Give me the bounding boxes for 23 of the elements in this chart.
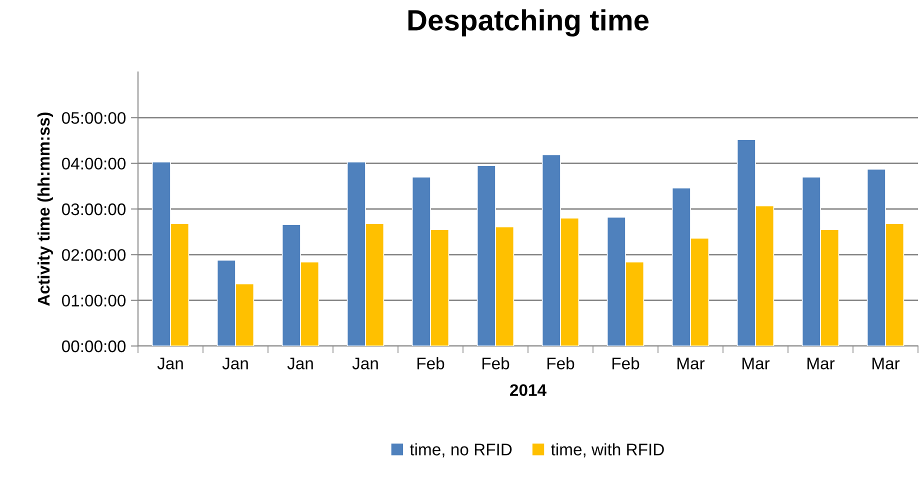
y-tick-label: 05:00:00 xyxy=(62,112,126,124)
x-tick-label: Jan xyxy=(222,358,248,370)
x-tick-label: Feb xyxy=(612,357,640,370)
x-tick-label: Mar xyxy=(678,358,705,370)
x-tick-label: Mar xyxy=(872,358,900,370)
x-tick-label: Mar xyxy=(742,358,770,370)
x-tick-label: Jan xyxy=(287,358,313,370)
x-tick-label: Mar xyxy=(808,358,835,370)
x-tick-label: Feb xyxy=(418,357,444,370)
x-axis-title: 2014 xyxy=(510,384,546,396)
y-tick-label: 03:00:00 xyxy=(62,203,126,216)
legend-label: time, with RFID xyxy=(551,443,664,458)
legend-label: time, no RFID xyxy=(410,443,512,458)
x-tick-label: Feb xyxy=(548,357,574,370)
x-tick-label: Feb xyxy=(482,357,510,370)
y-tick-label: 04:00:00 xyxy=(62,158,126,170)
y-tick-label: 00:00:00 xyxy=(62,340,126,352)
y-axis-title: Activity time (hh:mm:ss) xyxy=(37,112,53,306)
x-tick-label: Jan xyxy=(352,358,378,370)
y-tick-label: 01:00:00 xyxy=(62,294,126,307)
chart-title: Despatching time xyxy=(408,9,649,37)
x-tick-label: Jan xyxy=(157,358,183,370)
y-tick-label: 02:00:00 xyxy=(62,249,126,261)
